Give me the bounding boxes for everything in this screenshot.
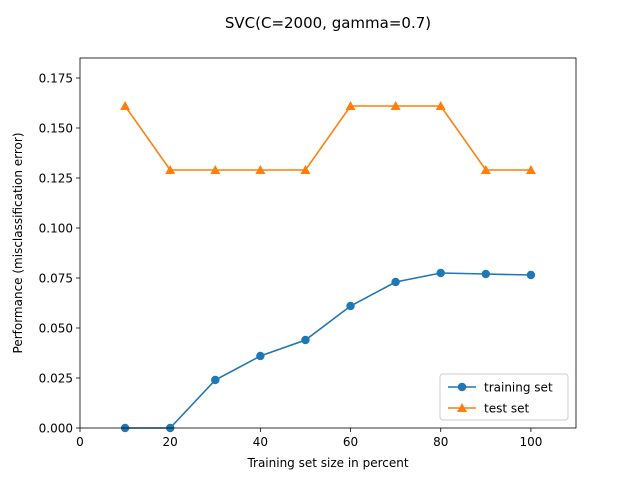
x-tick-label: 20 <box>163 435 178 449</box>
data-point <box>481 269 491 279</box>
data-point <box>391 277 400 287</box>
data-point <box>480 165 491 174</box>
axes-frame <box>79 57 577 429</box>
y-tick-label: 0.175 <box>39 72 73 86</box>
series-line-1 <box>125 272 531 429</box>
y-tick-label: 0.050 <box>39 322 73 336</box>
legend-label: test set <box>484 402 529 416</box>
y-axis-label: Performance (misclassification error) <box>11 133 25 354</box>
x-tick-label: 60 <box>343 435 358 449</box>
plot-background <box>80 58 576 428</box>
data-point <box>256 351 265 361</box>
x-axis-label: Training set size in percent <box>246 456 408 470</box>
data-point <box>390 101 401 110</box>
data-point <box>526 270 536 280</box>
y-tick-label: 0.075 <box>39 272 73 286</box>
x-tick-label: 40 <box>253 435 268 449</box>
data-point <box>210 165 221 174</box>
x-tick-label: 80 <box>433 435 448 449</box>
x-tick-label: 0 <box>76 435 84 449</box>
plot-area: 0 20 40 60 80 100 0.000 0.025 0.050 0.075 0.100 0.1… <box>39 57 577 449</box>
data-point <box>211 375 220 385</box>
data-point <box>435 101 446 110</box>
data-point <box>525 165 536 174</box>
legend-marker <box>457 403 467 412</box>
series-line-2 <box>124 105 531 171</box>
legend-label: training set <box>484 381 553 395</box>
y-tick-label: 0.025 <box>39 372 73 386</box>
legend: training set test set <box>439 373 569 421</box>
y-tick-label: 0.100 <box>39 222 73 236</box>
data-point <box>300 165 311 174</box>
legend-marker <box>457 382 467 392</box>
data-point <box>345 101 356 110</box>
chart-title: SVC(C=2000, gamma=0.7) <box>225 14 431 32</box>
data-point <box>436 268 445 278</box>
data-point <box>120 101 131 110</box>
y-tick-label: 0.000 <box>39 422 73 436</box>
data-point <box>346 301 355 311</box>
data-point <box>301 335 310 345</box>
y-tick-label: 0.150 <box>39 122 73 136</box>
data-point <box>165 165 176 174</box>
y-tick-label: 0.125 <box>39 172 73 186</box>
x-tick-label: 100 <box>519 435 542 449</box>
data-point <box>255 165 266 174</box>
